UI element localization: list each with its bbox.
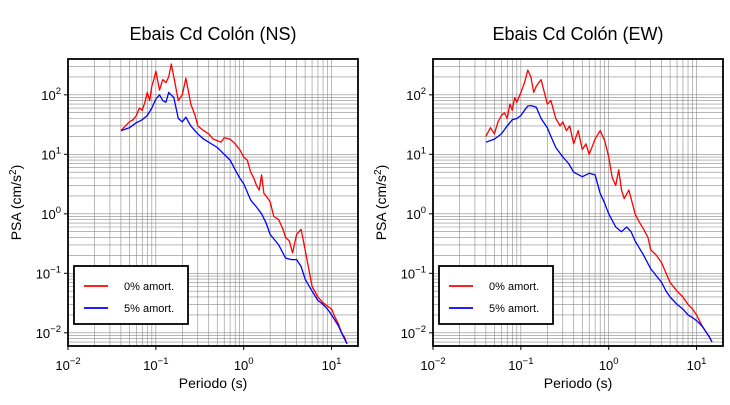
series-line-blue bbox=[485, 104, 713, 343]
legend-label: 5% amort. bbox=[124, 303, 174, 315]
y-axis-label: PSA (cm/s2) bbox=[8, 165, 24, 241]
y-tick-label: 100 bbox=[41, 205, 61, 222]
chart-title: Ebais Cd Colón (NS) bbox=[129, 24, 296, 44]
x-tick-label: 10−2 bbox=[55, 356, 80, 373]
y-tick-label: 10−1 bbox=[401, 264, 426, 281]
series-line-red bbox=[120, 63, 348, 345]
legend: 0% amort. 5% amort. bbox=[438, 265, 554, 325]
x-tick-label: 101 bbox=[687, 356, 707, 373]
legend-label: 0% amort. bbox=[489, 281, 539, 293]
y-axis-label: PSA (cm/s2) bbox=[373, 165, 389, 241]
y-tick-label: 10−2 bbox=[401, 324, 426, 341]
chart-panel-2: 10−2 10−1 100 101 10−2 10−1 100 101 102 Ebais Cd … bbox=[373, 24, 724, 391]
x-tick-label: 100 bbox=[599, 356, 619, 373]
legend-box bbox=[438, 265, 554, 325]
y-tick-label: 101 bbox=[41, 145, 61, 162]
x-axis-label: Periodo (s) bbox=[179, 375, 247, 391]
y-tick-label: 102 bbox=[41, 86, 61, 103]
series-line-blue bbox=[120, 91, 348, 345]
chart-title: Ebais Cd Colón (EW) bbox=[492, 24, 663, 44]
y-tick-label: 10−1 bbox=[36, 264, 61, 281]
x-tick-label: 10−1 bbox=[508, 356, 533, 373]
plot-frame bbox=[432, 58, 724, 347]
x-tick-label: 100 bbox=[234, 356, 254, 373]
series-line-red bbox=[485, 69, 713, 343]
x-tick-label: 10−1 bbox=[143, 356, 168, 373]
grid bbox=[432, 58, 724, 347]
legend-label: 0% amort. bbox=[124, 281, 174, 293]
x-tick-label: 10−2 bbox=[420, 356, 445, 373]
chart-panel-1: 10−2 10−1 100 101 10−2 10−1 100 101 102 Ebais Cd … bbox=[8, 24, 359, 391]
y-tick-label: 100 bbox=[406, 205, 426, 222]
x-tick-label: 101 bbox=[322, 356, 342, 373]
legend-box bbox=[73, 265, 189, 325]
y-tick-label: 102 bbox=[406, 86, 426, 103]
y-tick-label: 10−2 bbox=[36, 324, 61, 341]
y-tick-label: 101 bbox=[406, 145, 426, 162]
x-axis-label: Periodo (s) bbox=[544, 375, 612, 391]
legend: 0% amort. 5% amort. bbox=[73, 265, 189, 325]
plot-frame bbox=[67, 58, 359, 347]
legend-label: 5% amort. bbox=[489, 303, 539, 315]
